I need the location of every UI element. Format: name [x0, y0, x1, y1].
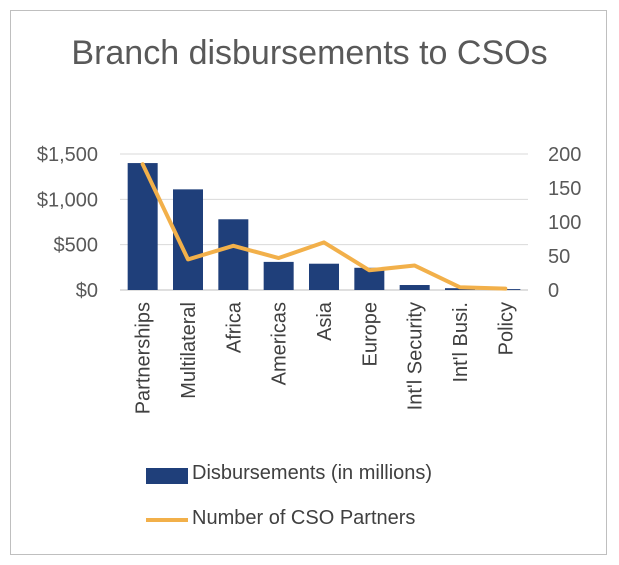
- series-line: [140, 162, 508, 291]
- y-right-tick-label: 100: [548, 212, 581, 234]
- chart-title: Branch disbursements to CSOs: [71, 34, 548, 72]
- x-category-label: Africa: [223, 301, 245, 353]
- x-category-label: Policy: [495, 302, 517, 355]
- legend-label-cso-partners: Number of CSO Partners: [192, 507, 416, 529]
- x-category-label: Americas: [269, 302, 291, 385]
- y-right-tick-label: 50: [548, 246, 570, 268]
- legend-swatch-cso-partners: [146, 518, 188, 522]
- y-left-tick-label: $1,000: [37, 189, 98, 211]
- y-right-tick-label: 0: [548, 280, 559, 302]
- bar: [399, 285, 430, 290]
- legend-swatch-disbursements: [146, 468, 188, 484]
- x-category-label: Multilateral: [178, 302, 200, 399]
- bar: [263, 261, 294, 290]
- y-left-tick-label: $1,500: [37, 144, 98, 166]
- y-left-tick-label: $500: [54, 235, 99, 257]
- y-right-tick-label: 200: [548, 144, 581, 166]
- x-category-label: Asia: [314, 301, 336, 341]
- y-left-tick-label: $0: [76, 280, 98, 302]
- bar: [218, 219, 249, 290]
- bar: [354, 267, 385, 290]
- legend-label-disbursements: Disbursements (in millions): [192, 462, 433, 484]
- x-category-label: Int'l Busi.: [450, 302, 472, 383]
- chart-frame: [10, 10, 607, 555]
- x-category-label: Partnerships: [133, 302, 155, 414]
- x-category-label: Int'l Security: [405, 302, 427, 410]
- y-right-tick-label: 150: [548, 178, 581, 200]
- bar: [309, 263, 339, 290]
- x-category-label: Europe: [359, 302, 381, 367]
